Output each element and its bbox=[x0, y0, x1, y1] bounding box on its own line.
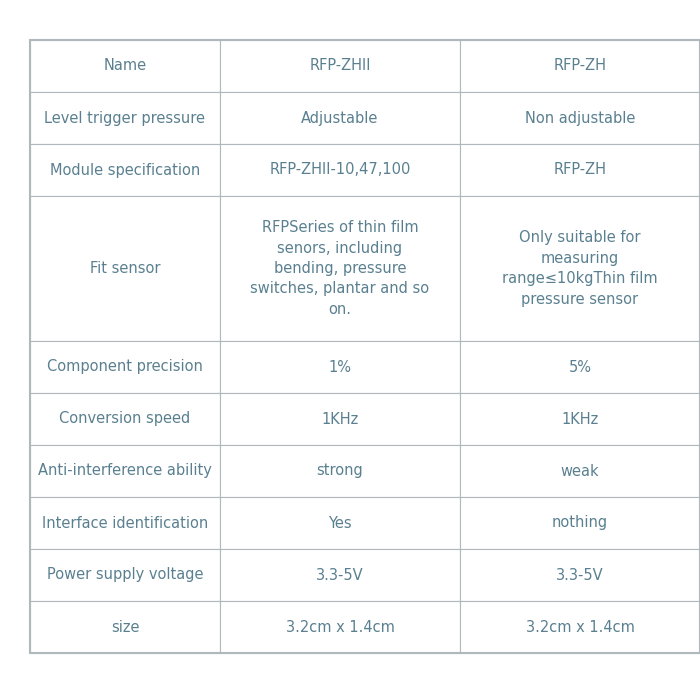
Bar bbox=[30, 601, 220, 653]
Bar bbox=[220, 144, 460, 196]
Text: 3.3-5V: 3.3-5V bbox=[556, 568, 604, 582]
Text: weak: weak bbox=[561, 463, 599, 479]
Bar bbox=[220, 196, 460, 341]
Bar bbox=[460, 393, 700, 445]
Bar bbox=[220, 40, 460, 92]
Text: 3.2cm x 1.4cm: 3.2cm x 1.4cm bbox=[286, 620, 394, 634]
Text: RFP-ZH: RFP-ZH bbox=[554, 59, 606, 74]
Bar bbox=[220, 445, 460, 497]
Text: Level trigger pressure: Level trigger pressure bbox=[45, 111, 206, 125]
Text: 3.3-5V: 3.3-5V bbox=[316, 568, 364, 582]
Text: 1KHz: 1KHz bbox=[321, 412, 358, 426]
Bar bbox=[30, 40, 700, 653]
Bar bbox=[30, 92, 220, 144]
Text: Power supply voltage: Power supply voltage bbox=[47, 568, 203, 582]
Text: RFP-ZHII: RFP-ZHII bbox=[309, 59, 371, 74]
Text: Only suitable for
measuring
range≤10kgThin film
pressure sensor: Only suitable for measuring range≤10kgTh… bbox=[502, 230, 658, 307]
Text: 5%: 5% bbox=[568, 360, 592, 374]
Bar bbox=[220, 341, 460, 393]
Bar bbox=[30, 497, 220, 549]
Text: size: size bbox=[111, 620, 139, 634]
Text: Yes: Yes bbox=[328, 515, 352, 531]
Text: RFPSeries of thin film
senors, including
bending, pressure
switches, plantar and: RFPSeries of thin film senors, including… bbox=[251, 220, 430, 317]
Text: Adjustable: Adjustable bbox=[301, 111, 379, 125]
Bar bbox=[30, 549, 220, 601]
Bar bbox=[30, 144, 220, 196]
Bar bbox=[460, 445, 700, 497]
Text: RFP-ZHII-10,47,100: RFP-ZHII-10,47,100 bbox=[270, 162, 411, 178]
Text: Fit sensor: Fit sensor bbox=[90, 261, 160, 276]
Bar bbox=[30, 341, 220, 393]
Bar bbox=[220, 601, 460, 653]
Bar bbox=[220, 497, 460, 549]
Bar bbox=[30, 40, 220, 92]
Text: 1%: 1% bbox=[328, 360, 351, 374]
Bar bbox=[220, 549, 460, 601]
Bar bbox=[460, 341, 700, 393]
Bar bbox=[460, 549, 700, 601]
Bar bbox=[460, 144, 700, 196]
Text: 3.2cm x 1.4cm: 3.2cm x 1.4cm bbox=[526, 620, 634, 634]
Text: Non adjustable: Non adjustable bbox=[525, 111, 635, 125]
Text: nothing: nothing bbox=[552, 515, 608, 531]
Bar bbox=[460, 196, 700, 341]
Bar bbox=[460, 92, 700, 144]
Text: Interface identification: Interface identification bbox=[42, 515, 208, 531]
Bar bbox=[30, 445, 220, 497]
Text: 1KHz: 1KHz bbox=[561, 412, 598, 426]
Bar bbox=[460, 601, 700, 653]
Text: Name: Name bbox=[104, 59, 146, 74]
Text: Component precision: Component precision bbox=[47, 360, 203, 374]
Text: RFP-ZH: RFP-ZH bbox=[554, 162, 606, 178]
Text: Module specification: Module specification bbox=[50, 162, 200, 178]
Bar bbox=[30, 393, 220, 445]
Bar bbox=[460, 40, 700, 92]
Text: Conversion speed: Conversion speed bbox=[60, 412, 190, 426]
Bar bbox=[220, 393, 460, 445]
Bar bbox=[220, 92, 460, 144]
Text: Anti-interference ability: Anti-interference ability bbox=[38, 463, 212, 479]
Bar bbox=[460, 497, 700, 549]
Bar bbox=[30, 196, 220, 341]
Text: strong: strong bbox=[316, 463, 363, 479]
